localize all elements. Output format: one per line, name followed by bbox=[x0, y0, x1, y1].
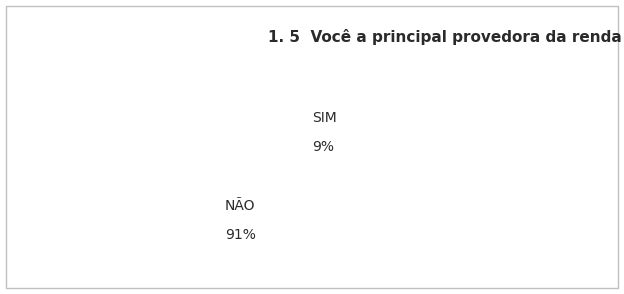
Text: SIM: SIM bbox=[312, 111, 337, 125]
Text: 1. 5  Você a principal provedora da renda familiar?: 1. 5 Você a principal provedora da renda… bbox=[268, 29, 624, 45]
Text: 9%: 9% bbox=[312, 140, 334, 154]
Text: NÃO: NÃO bbox=[225, 199, 255, 213]
Text: 91%: 91% bbox=[225, 228, 255, 242]
